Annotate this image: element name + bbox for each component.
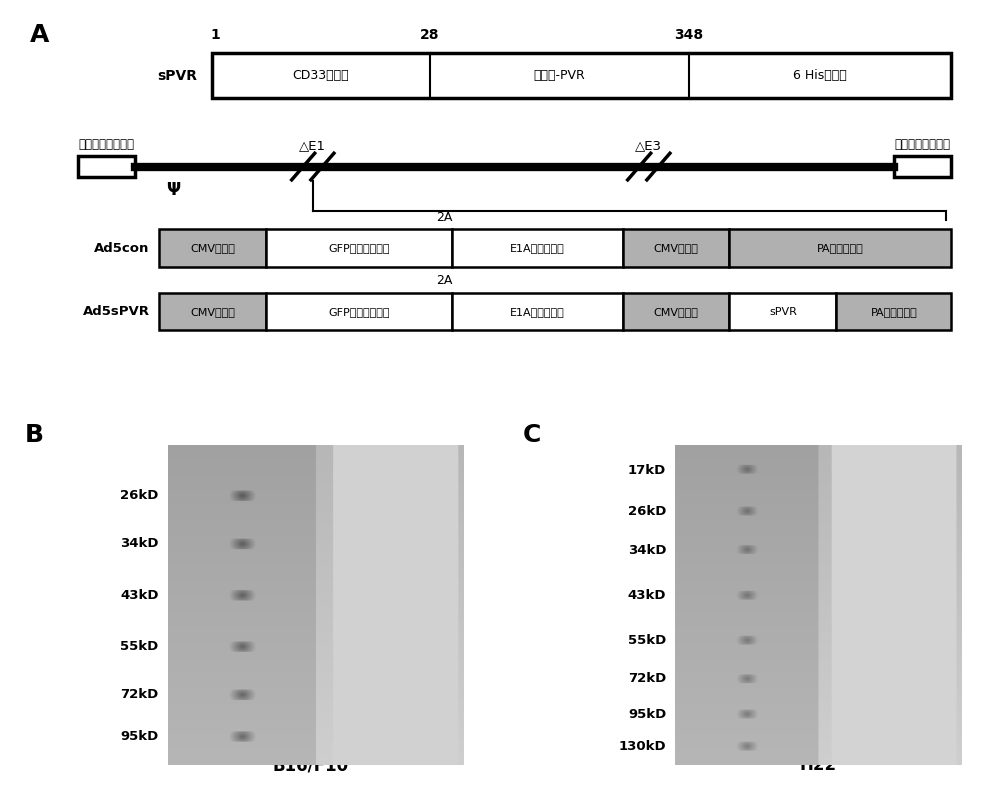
Text: B: B — [25, 423, 44, 447]
Bar — [159, 229, 266, 267]
Bar — [729, 229, 951, 267]
Text: CMV启动子: CMV启动子 — [190, 307, 235, 317]
Text: 26kD: 26kD — [628, 505, 666, 519]
Text: E1A腺病毒蛋白: E1A腺病毒蛋白 — [510, 307, 565, 317]
Text: △E3: △E3 — [635, 139, 662, 153]
Text: 28: 28 — [420, 28, 440, 42]
Text: 348: 348 — [674, 28, 703, 42]
Text: 72kD: 72kD — [120, 688, 158, 702]
Text: 130kD: 130kD — [619, 740, 666, 752]
Bar — [623, 229, 729, 267]
Text: 胞外区-PVR: 胞外区-PVR — [534, 69, 585, 82]
Bar — [836, 293, 951, 330]
Text: 95kD: 95kD — [120, 730, 158, 743]
Text: H22: H22 — [800, 756, 837, 775]
Bar — [452, 229, 623, 267]
Text: 2A: 2A — [436, 274, 453, 287]
Text: 72kD: 72kD — [628, 672, 666, 685]
Text: GFP绿色荧光蛋白: GFP绿色荧光蛋白 — [328, 307, 390, 317]
Bar — [159, 293, 266, 330]
Text: 43kD: 43kD — [120, 589, 158, 602]
Text: Ψ: Ψ — [167, 181, 181, 199]
Text: 95kD: 95kD — [628, 707, 666, 721]
Text: PA多聚腺苷酸: PA多聚腺苷酸 — [870, 307, 917, 317]
Bar — [266, 229, 452, 267]
Text: C: C — [523, 423, 541, 447]
Bar — [212, 53, 951, 98]
Text: 2A: 2A — [436, 211, 453, 223]
Text: CD33信号肽: CD33信号肽 — [293, 69, 349, 82]
Text: △E1: △E1 — [299, 139, 326, 153]
Text: GFP绿色荧光蛋白: GFP绿色荧光蛋白 — [328, 243, 390, 253]
Text: E1A腺病毒蛋白: E1A腺病毒蛋白 — [510, 243, 565, 253]
Text: 55kD: 55kD — [628, 634, 666, 647]
Text: 34kD: 34kD — [628, 544, 666, 557]
Text: 6 His组蛋白: 6 His组蛋白 — [793, 69, 847, 82]
Text: PA多聚腺苷酸: PA多聚腺苷酸 — [817, 243, 864, 253]
Text: A: A — [30, 23, 49, 48]
Bar — [894, 156, 951, 177]
Text: 55kD: 55kD — [120, 640, 158, 653]
Text: 43kD: 43kD — [628, 589, 666, 602]
Text: CMV启动子: CMV启动子 — [654, 307, 698, 317]
Bar — [623, 293, 729, 330]
Text: 末端反向重复序列: 末端反向重复序列 — [894, 138, 950, 150]
Text: sPVR: sPVR — [769, 307, 797, 317]
Text: CMV启动子: CMV启动子 — [654, 243, 698, 253]
Text: 末端反向重复序列: 末端反向重复序列 — [78, 138, 134, 150]
Text: B16/F10: B16/F10 — [273, 756, 349, 775]
Bar — [78, 156, 135, 177]
Text: 34kD: 34kD — [120, 538, 158, 550]
Text: sPVR: sPVR — [158, 69, 198, 82]
Text: 1: 1 — [210, 28, 220, 42]
Text: CMV启动子: CMV启动子 — [190, 243, 235, 253]
Text: Ad5con: Ad5con — [94, 242, 150, 254]
Bar — [266, 293, 452, 330]
Bar — [729, 293, 836, 330]
Text: 26kD: 26kD — [120, 489, 158, 502]
Bar — [452, 293, 623, 330]
Text: Ad5sPVR: Ad5sPVR — [83, 305, 150, 318]
Text: 17kD: 17kD — [628, 463, 666, 477]
